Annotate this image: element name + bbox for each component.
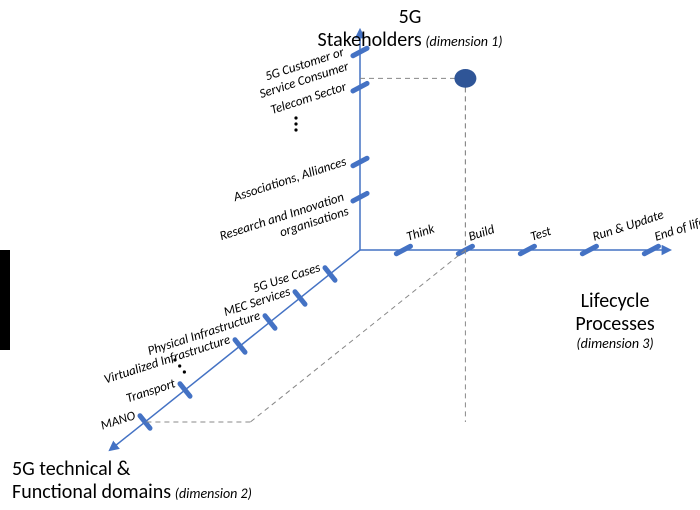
tick-x-3 <box>582 246 596 254</box>
ellipsis-dot <box>294 116 297 119</box>
tick-z-0 <box>325 268 335 280</box>
diagram-svg <box>0 0 700 510</box>
tick-x-2 <box>520 246 534 254</box>
axis-y-title: 5G Stakeholders (dimension 1) <box>300 6 520 52</box>
tick-y-3 <box>353 158 367 166</box>
highlight-point <box>454 69 476 88</box>
tick-y-1 <box>353 83 367 91</box>
axis-z-title: 5G technical & Functional domains (dimen… <box>12 458 252 504</box>
ellipsis-dot <box>178 364 181 367</box>
ellipsis-dot <box>294 122 297 125</box>
tick-z-1 <box>295 292 305 304</box>
tick-z-5 <box>180 384 190 396</box>
tick-z-3 <box>235 340 245 352</box>
tick-z-2 <box>265 316 275 328</box>
ellipsis-dot <box>294 128 297 131</box>
tick-x-0 <box>396 246 410 254</box>
tick-y-4 <box>353 193 367 201</box>
axis-x-title: Lifecycle Processes (dimension 3) <box>550 290 680 352</box>
tick-x-4 <box>644 246 658 254</box>
ellipsis-dot <box>183 370 186 373</box>
